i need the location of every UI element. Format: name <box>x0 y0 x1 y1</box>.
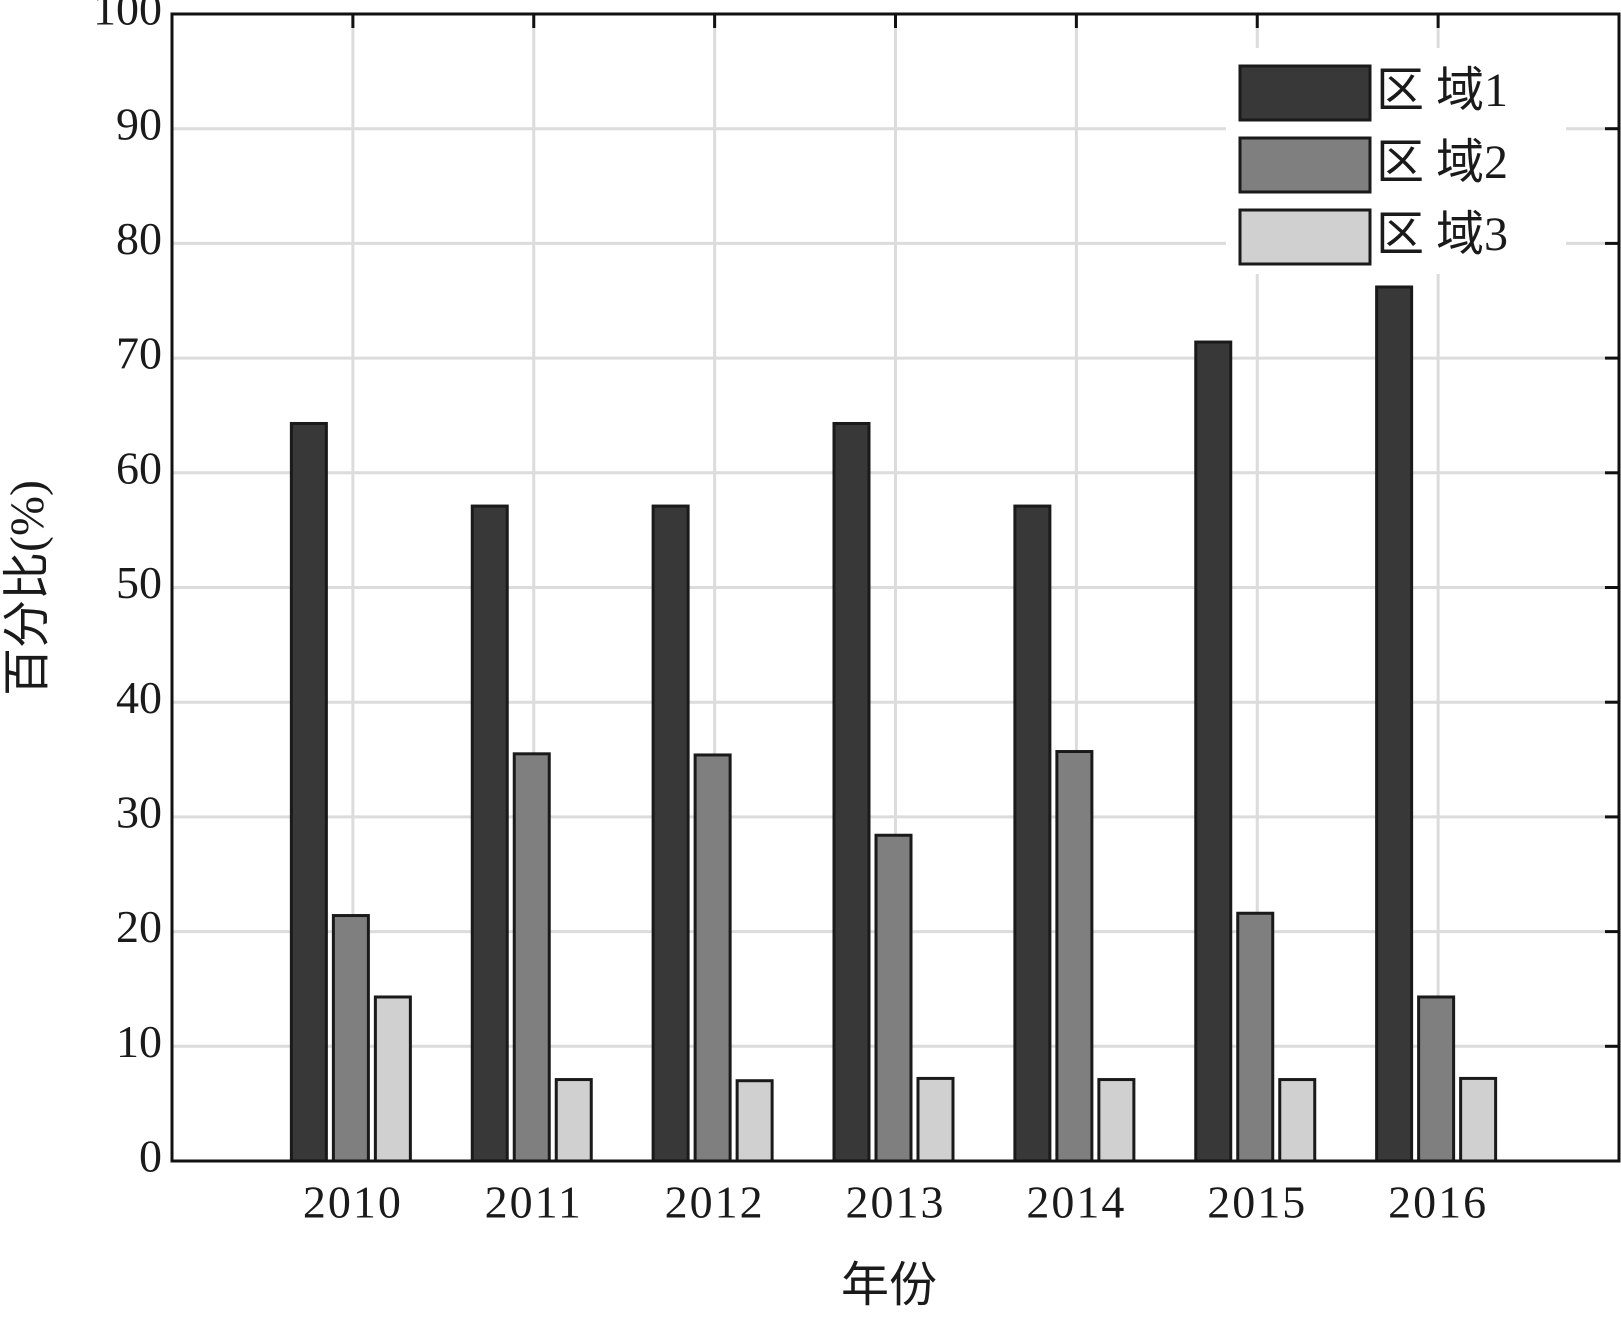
bar <box>1459 1076 1498 1163</box>
x-tick-label: 2015 <box>1207 1177 1307 1228</box>
bar <box>651 504 690 1163</box>
x-tick-label: 2013 <box>846 1177 946 1228</box>
bar <box>1375 285 1414 1163</box>
bar <box>693 753 732 1163</box>
bar <box>832 421 871 1163</box>
y-axis-label: 百分比(%) <box>1 480 54 696</box>
y-tick-label: 70 <box>116 328 162 379</box>
y-tick-label: 90 <box>116 98 162 149</box>
y-tick-label: 10 <box>116 1016 162 1067</box>
bar <box>331 914 370 1163</box>
x-tick-label: 2014 <box>1026 1177 1126 1228</box>
bar <box>373 995 412 1163</box>
x-tick-label: 2012 <box>665 1177 765 1228</box>
bar <box>1278 1078 1317 1163</box>
x-tick-label: 2010 <box>303 1177 403 1228</box>
legend-swatch <box>1238 136 1372 194</box>
legend-swatch <box>1238 64 1372 122</box>
legend-swatch <box>1238 208 1372 266</box>
legend-label: 区 域3 <box>1376 208 1508 261</box>
bar <box>735 1079 774 1163</box>
bar <box>1194 340 1233 1163</box>
bar <box>1236 911 1275 1163</box>
bar <box>1097 1078 1136 1163</box>
y-tick-label: 0 <box>139 1131 162 1182</box>
x-axis-label: 年份 <box>841 1259 937 1312</box>
bar <box>916 1076 955 1163</box>
bar <box>1417 995 1456 1163</box>
x-tick-label: 2011 <box>485 1177 583 1228</box>
bar <box>470 504 509 1163</box>
y-tick-label: 100 <box>93 0 162 35</box>
bar <box>874 833 913 1163</box>
y-tick-label: 20 <box>116 901 162 952</box>
bar <box>1013 504 1052 1163</box>
plot-frame <box>170 12 1621 1163</box>
bar <box>554 1078 593 1163</box>
bar <box>512 752 551 1163</box>
bar <box>289 421 328 1163</box>
y-tick-label: 30 <box>116 786 162 837</box>
y-tick-label: 80 <box>116 213 162 264</box>
legend-label: 区 域1 <box>1376 64 1508 117</box>
legend-label: 区 域2 <box>1376 136 1508 189</box>
bar <box>1055 750 1094 1163</box>
x-tick-label: 2016 <box>1388 1177 1488 1228</box>
y-tick-label: 40 <box>116 672 162 723</box>
y-tick-label: 60 <box>116 442 162 493</box>
y-tick-label: 50 <box>116 557 162 608</box>
